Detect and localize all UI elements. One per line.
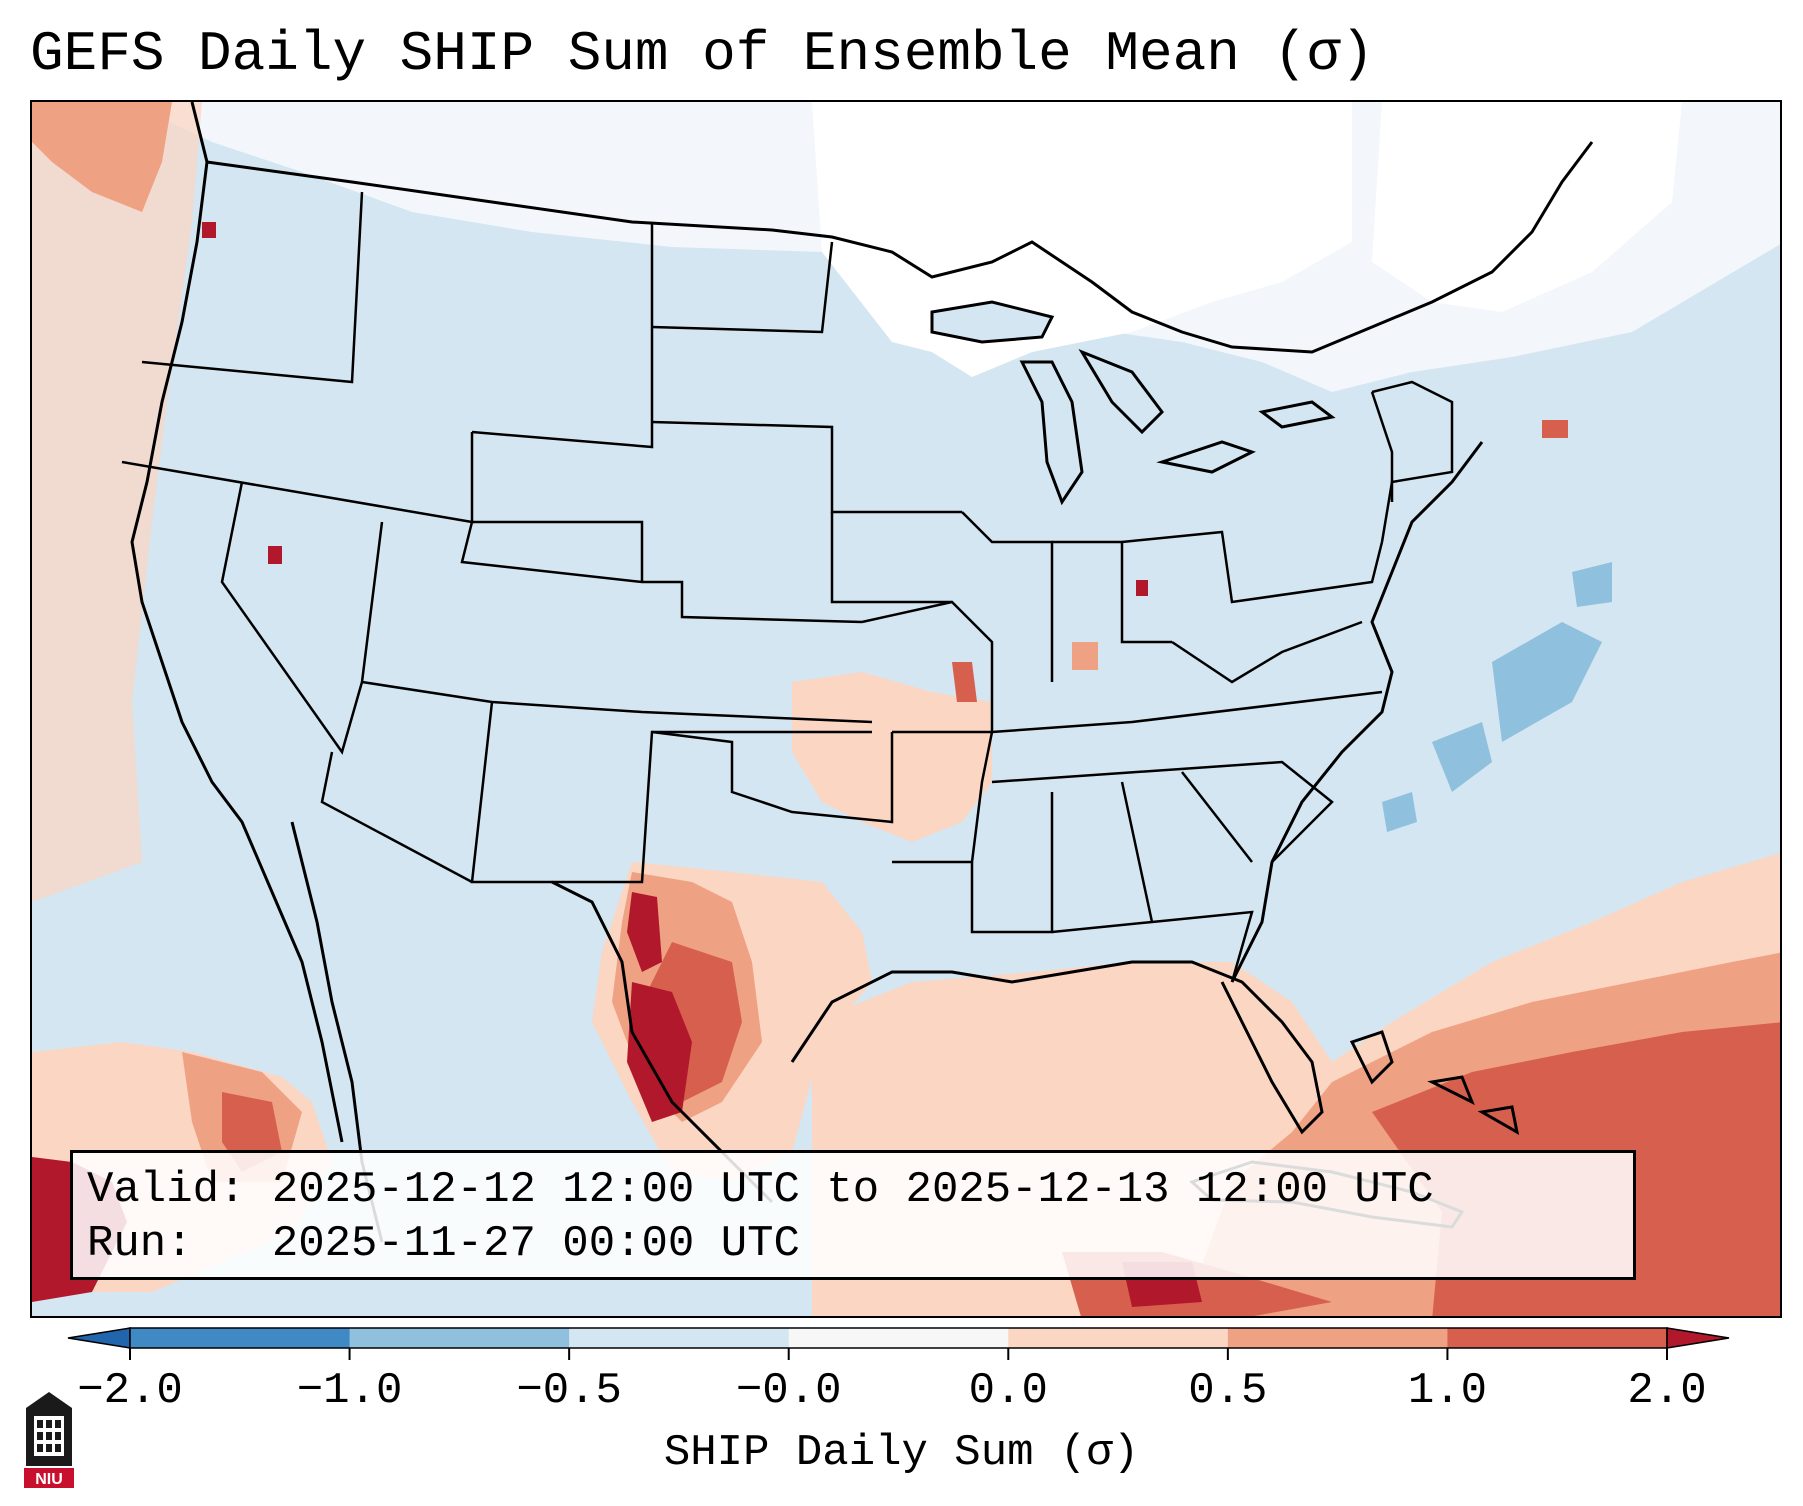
colorbar-segment: [788, 1328, 1009, 1348]
valid-time-box: Valid: 2025-12-12 12:00 UTC to 2025-12-1…: [70, 1150, 1636, 1280]
colorbar-tick-label: 0.5: [1188, 1366, 1268, 1416]
valid-value: 2025-12-12 12:00 UTC to 2025-12-13 12:00…: [271, 1165, 1434, 1215]
colorbar-segment: [569, 1328, 790, 1348]
colorbar-segment: [130, 1328, 351, 1348]
svg-text:NIU: NIU: [35, 1471, 63, 1488]
run-value: 2025-11-27 00:00 UTC: [271, 1219, 800, 1269]
chart-title: GEFS Daily SHIP Sum of Ensemble Mean (σ): [30, 22, 1375, 86]
colorbar-extend-low: [67, 1327, 131, 1349]
colorbar-label: SHIP Daily Sum (σ): [663, 1428, 1140, 1478]
colorbar-outline: [129, 1327, 1668, 1349]
great-lakes: [930, 300, 1336, 506]
map-panel: Valid: 2025-12-12 12:00 UTC to 2025-12-1…: [30, 100, 1782, 1318]
colorbar-tick-label: −0.5: [516, 1366, 622, 1416]
valid-label: Valid:: [87, 1165, 246, 1215]
colorbar: [67, 1327, 1730, 1360]
map-canvas: [32, 102, 1780, 1316]
colorbar-segment: [1447, 1328, 1668, 1348]
colorbar-extend-high: [1666, 1327, 1730, 1349]
colorbar-tick-label: 0.0: [968, 1366, 1048, 1416]
colorbar-segment: [1008, 1328, 1229, 1348]
pacific-warm-nw: [32, 102, 202, 902]
run-label: Run:: [87, 1219, 193, 1269]
colorbar-tick-label: 1.0: [1407, 1366, 1488, 1416]
niu-logo-icon: NIU: [24, 1392, 74, 1488]
colorbar-tick-label: −1.0: [296, 1366, 403, 1416]
colorbar-segment: [1227, 1328, 1448, 1348]
coastline: [130, 102, 1484, 1243]
colorbar-tick-label: 2.0: [1627, 1366, 1707, 1416]
colorbar-tick-label: −0.0: [735, 1366, 842, 1416]
us-canada-border: [206, 141, 1594, 354]
colorbar-tick-label: −2.0: [77, 1366, 183, 1416]
state-borders: [121, 191, 1454, 983]
colorbar-segment: [349, 1328, 570, 1348]
